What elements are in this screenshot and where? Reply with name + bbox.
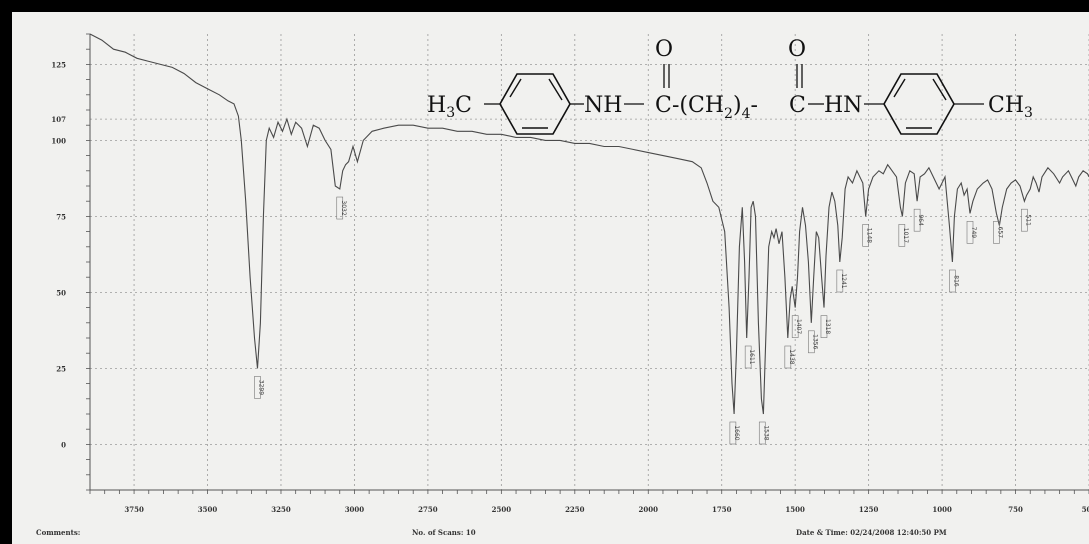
axes bbox=[86, 33, 1089, 494]
svg-text:HN: HN bbox=[824, 93, 862, 118]
peak-label: 657 bbox=[993, 221, 1003, 244]
y-tick-label: 107 bbox=[51, 115, 66, 124]
x-tick-label: 1000 bbox=[932, 505, 952, 514]
svg-text:511: 511 bbox=[1024, 214, 1031, 226]
x-tick-label: 1250 bbox=[859, 505, 879, 514]
chemical-structure: H3C NH O C -(CH2)4- O C bbox=[427, 37, 1033, 135]
peak-label: 1318 bbox=[820, 315, 831, 338]
grid-lines bbox=[90, 34, 1089, 490]
peak-label: 1017 bbox=[898, 224, 909, 247]
peak-label: 1407 bbox=[791, 315, 802, 338]
svg-text:1407: 1407 bbox=[795, 319, 802, 334]
comments-label: Comments: bbox=[36, 528, 81, 537]
svg-text:CH3: CH3 bbox=[988, 93, 1033, 121]
x-tick-label: 3500 bbox=[198, 505, 218, 514]
peak-labels: 3299 3032 1660 1611 1538 1438 1407 1356 1318 1241… bbox=[254, 196, 1031, 445]
svg-text:816: 816 bbox=[952, 275, 959, 287]
x-tick-label: 1500 bbox=[785, 505, 805, 514]
benzene-ring-right bbox=[883, 73, 955, 135]
y-tick-label: 125 bbox=[51, 60, 66, 69]
peak-label: 3032 bbox=[336, 196, 347, 220]
svg-text:1318: 1318 bbox=[824, 319, 831, 334]
peak-label: 1660 bbox=[729, 421, 740, 445]
y-tick-label: 100 bbox=[51, 136, 66, 145]
peak-label: 964 bbox=[913, 208, 924, 232]
svg-text:O: O bbox=[655, 37, 673, 62]
x-tick-label: 2000 bbox=[639, 505, 659, 514]
y-tick-label: 25 bbox=[56, 364, 66, 373]
y-tick-labels: 125 107 100 75 50 25 0 bbox=[51, 60, 66, 449]
svg-text:1611: 1611 bbox=[748, 349, 755, 364]
peak-label: 3299 bbox=[254, 376, 264, 399]
benzene-ring-left bbox=[499, 73, 571, 135]
svg-text:H3C: H3C bbox=[427, 93, 472, 121]
peak-label: 1438 bbox=[784, 345, 795, 369]
svg-text:3032: 3032 bbox=[340, 200, 347, 215]
x-tick-label: 2500 bbox=[492, 505, 512, 514]
spectrum-plot: 3750 3500 3250 3000 2750 2500 2250 2000 1750 1500… bbox=[51, 33, 1089, 514]
svg-text:964: 964 bbox=[917, 214, 924, 226]
svg-text:1660: 1660 bbox=[733, 425, 740, 440]
scan-count: No. of Scans: 10 bbox=[412, 528, 476, 537]
peak-label: 1241 bbox=[836, 269, 847, 293]
date-time: Date & Time: 02/24/2008 12:40:50 PM bbox=[796, 528, 947, 537]
svg-text:1017: 1017 bbox=[902, 228, 909, 243]
x-tick-label: 3000 bbox=[345, 505, 365, 514]
svg-text:1241: 1241 bbox=[840, 273, 847, 288]
svg-text:1538: 1538 bbox=[762, 425, 769, 440]
svg-text:C: C bbox=[789, 93, 806, 118]
svg-text:657: 657 bbox=[996, 227, 1003, 239]
x-tick-label: 3250 bbox=[271, 505, 291, 514]
svg-text:NH: NH bbox=[584, 93, 622, 118]
peak-label: 749 bbox=[966, 221, 977, 244]
x-tick-label: 1750 bbox=[712, 505, 732, 514]
y-tick-label: 50 bbox=[56, 288, 66, 297]
spectrum-chart: 3750 3500 3250 3000 2750 2500 2250 2000 1750 1500… bbox=[12, 12, 1089, 544]
svg-text:O: O bbox=[788, 37, 806, 62]
svg-text:3299: 3299 bbox=[257, 380, 264, 395]
peak-label: 1148 bbox=[862, 224, 873, 247]
peak-label: 1538 bbox=[758, 421, 769, 445]
svg-text:C: C bbox=[655, 93, 672, 118]
peak-label: 511 bbox=[1021, 208, 1031, 232]
svg-text:1148: 1148 bbox=[866, 228, 873, 243]
x-tick-label: 750 bbox=[1008, 505, 1023, 514]
peak-label: 1356 bbox=[808, 330, 818, 354]
peak-label: 816 bbox=[949, 269, 959, 293]
x-tick-label: 2750 bbox=[418, 505, 438, 514]
x-tick-label: 2250 bbox=[565, 505, 585, 514]
y-tick-label: 0 bbox=[61, 440, 66, 449]
svg-text:-(CH2)4-: -(CH2)4- bbox=[672, 93, 758, 122]
peak-label: 1611 bbox=[744, 345, 755, 369]
x-tick-label: 500 bbox=[1082, 505, 1089, 514]
x-tick-labels: 3750 3500 3250 3000 2750 2500 2250 2000 1750 1500… bbox=[124, 505, 1089, 514]
y-tick-label: 75 bbox=[56, 212, 66, 221]
ir-spectrum-line bbox=[89, 33, 1089, 415]
svg-text:749: 749 bbox=[970, 227, 977, 239]
svg-text:1356: 1356 bbox=[811, 334, 818, 349]
x-tick-label: 3750 bbox=[124, 505, 144, 514]
svg-text:1438: 1438 bbox=[788, 349, 795, 364]
